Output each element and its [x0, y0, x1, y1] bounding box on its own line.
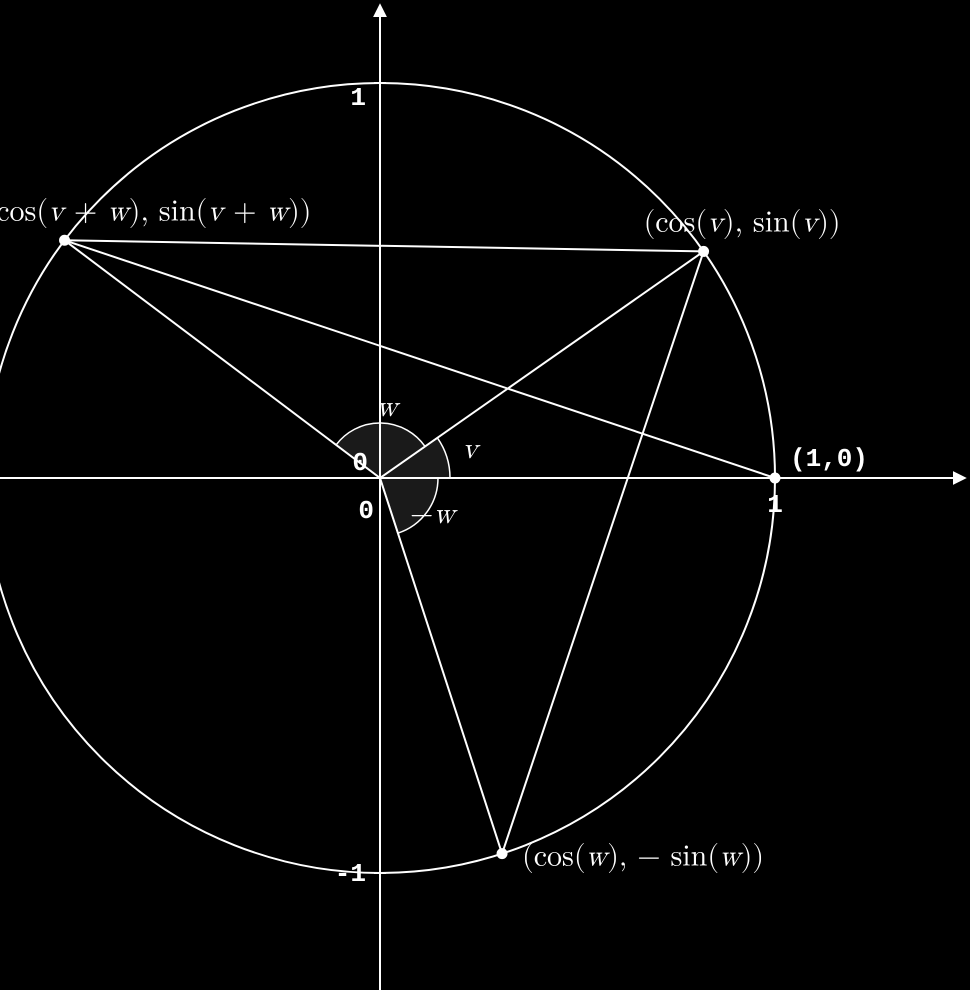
chord-line: [502, 251, 704, 853]
label-below-origin-zero: 0: [358, 496, 374, 526]
label-one-zero: (1,0): [790, 444, 868, 474]
y-tick-label-m1: -1: [335, 859, 366, 889]
label-point-w: (cos(w), − sin(w)): [522, 842, 764, 874]
radius-line: [380, 478, 502, 854]
radius-line: [380, 251, 704, 478]
label-angle-v: v: [462, 434, 481, 464]
label-origin-zero: 0: [352, 448, 368, 478]
label-point-v: (cos(v), sin(v)): [644, 207, 841, 239]
chord-line: [65, 240, 704, 251]
point-cosvw_sinvw: [60, 235, 70, 245]
y-tick-label-1: 1: [350, 83, 366, 113]
label-angle-minus-w: −w: [410, 499, 458, 529]
label-point-vw: (cos(v + w), sin(v + w)): [0, 196, 311, 228]
label-angle-w: w: [376, 392, 401, 422]
x-tick-label-1: 1: [767, 490, 783, 520]
point-cosv_sinv: [699, 246, 709, 256]
radius-line: [65, 240, 380, 478]
point-cosw_minus_sinw: [497, 849, 507, 859]
